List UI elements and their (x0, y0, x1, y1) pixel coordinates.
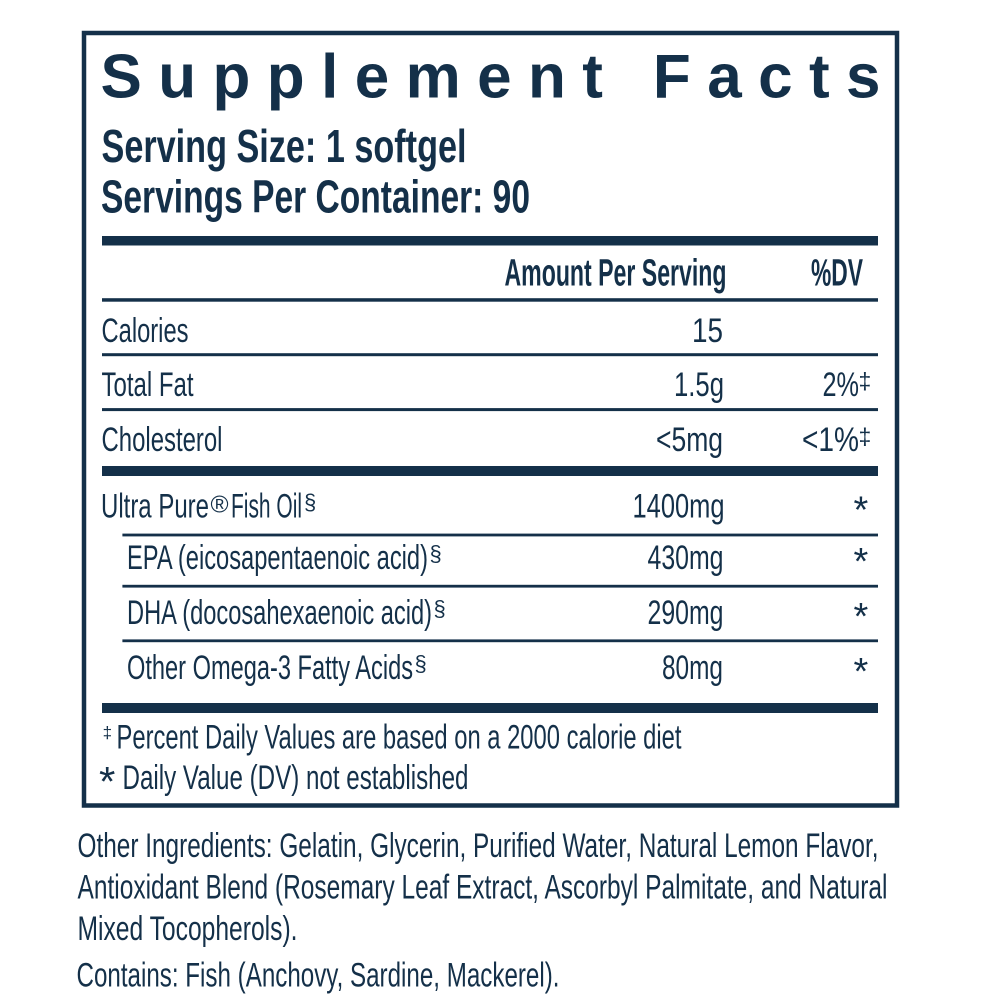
svg-text:Other Ingredients: Gelatin, Gl: Other Ingredients: Gelatin, Glycerin, Pu… (78, 827, 879, 865)
svg-text:*: * (854, 490, 869, 532)
svg-text:Contains: Fish (Anchovy, Sardi: Contains: Fish (Anchovy, Sardine, Macker… (77, 956, 560, 994)
svg-text:Mixed Tocopherols).: Mixed Tocopherols). (78, 910, 298, 948)
svg-text:§: § (430, 541, 442, 566)
svg-text:Serving Size: 1 softgel: Serving Size: 1 softgel (102, 120, 467, 172)
svg-text:®: ® (211, 492, 229, 519)
svg-text:<1%: <1% (802, 421, 859, 459)
svg-text:Servings Per Container: 90: Servings Per Container: 90 (101, 170, 530, 222)
svg-text:430mg: 430mg (648, 539, 724, 577)
svg-text:*: * (854, 651, 869, 693)
svg-text:*: * (854, 541, 869, 583)
svg-text:§: § (415, 651, 427, 676)
svg-text:Ultra Pure: Ultra Pure (101, 488, 209, 526)
svg-text:80mg: 80mg (662, 649, 723, 687)
svg-text:1.5g: 1.5g (674, 366, 724, 404)
svg-text:Percent Daily Values are based: Percent Daily Values are based on a 2000… (117, 719, 682, 757)
svg-text:290mg: 290mg (648, 594, 724, 632)
svg-text:Fish Oil: Fish Oil (231, 488, 302, 526)
svg-text:DHA (docosahexaenoic acid): DHA (docosahexaenoic acid) (127, 594, 432, 632)
svg-text:‡: ‡ (859, 368, 872, 394)
svg-text:1400mg: 1400mg (633, 488, 725, 526)
svg-text:%DV: %DV (811, 253, 863, 295)
svg-text:Daily Value (DV) not establish: Daily Value (DV) not established (123, 759, 469, 797)
svg-text:*: * (99, 758, 115, 805)
svg-text:‡: ‡ (103, 723, 112, 742)
svg-text:15: 15 (692, 312, 723, 350)
svg-text:*: * (854, 596, 869, 638)
svg-text:2%: 2% (823, 366, 860, 404)
svg-text:EPA (eicosapentaenoic acid): EPA (eicosapentaenoic acid) (127, 539, 428, 577)
svg-text:Antioxidant Blend (Rosemary Le: Antioxidant Blend (Rosemary Leaf Extract… (78, 869, 888, 907)
svg-text:Amount Per Serving: Amount Per Serving (505, 253, 727, 295)
svg-text:Cholesterol: Cholesterol (102, 421, 223, 459)
svg-text:<5mg: <5mg (656, 421, 723, 459)
svg-text:Calories: Calories (102, 312, 189, 350)
svg-text:§: § (304, 490, 316, 515)
svg-text:Other Omega-3 Fatty Acids: Other Omega-3 Fatty Acids (127, 649, 413, 687)
svg-text:Supplement Facts: Supplement Facts (101, 43, 881, 112)
svg-text:§: § (434, 596, 446, 621)
svg-text:Total Fat: Total Fat (102, 366, 194, 404)
svg-text:‡: ‡ (859, 424, 872, 450)
